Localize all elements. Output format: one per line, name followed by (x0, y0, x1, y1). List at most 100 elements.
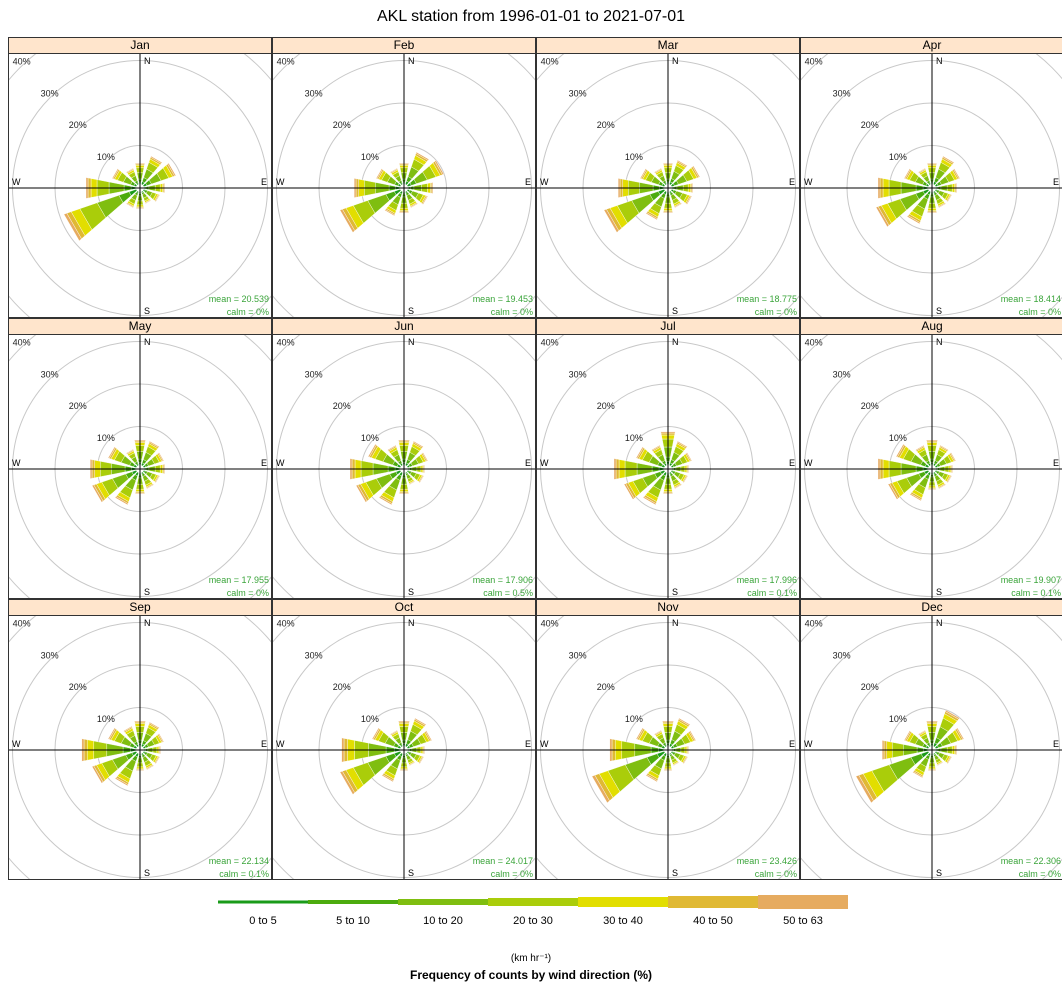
petal-segment (692, 165, 701, 178)
petal-segment (635, 446, 644, 459)
cardinal-label: S (936, 868, 942, 878)
ring-label: 30% (305, 88, 323, 98)
panel-calm: calm = 0% (491, 307, 533, 317)
petal-segment (389, 729, 398, 735)
ring-label: 40% (805, 56, 823, 66)
petal-segment (155, 194, 161, 203)
panel-mean: mean = 17.996 (737, 575, 797, 585)
ring-label: 10% (625, 433, 643, 443)
panel-month-label: Aug (801, 319, 1062, 335)
petal-segment (155, 475, 161, 484)
ring-label: 20% (597, 120, 615, 130)
ring-label: 30% (833, 369, 851, 379)
petal-segment (942, 155, 955, 164)
ring-label: 20% (69, 682, 87, 692)
petal-segment (683, 756, 689, 765)
legend-swatch (668, 896, 758, 908)
petal-segment (912, 771, 923, 779)
legend-label: 30 to 40 (603, 915, 643, 927)
legend-label: 10 to 20 (423, 915, 463, 927)
petal-segment (645, 774, 658, 783)
ring-label: 30% (569, 88, 587, 98)
petal-segment (938, 203, 947, 209)
chart-title: AKL station from 1996-01-01 to 2021-07-0… (376, 8, 686, 25)
petal-segment (123, 725, 133, 732)
petal-segment (355, 484, 368, 503)
petal-segment (381, 774, 394, 783)
ring-label: 40% (13, 337, 31, 347)
petal-segment (938, 484, 947, 490)
legend-label: 50 to 63 (783, 915, 823, 927)
ring-label: 10% (889, 433, 907, 443)
ring-label: 40% (277, 56, 295, 66)
ring-label: 30% (41, 88, 59, 98)
cardinal-label: N (936, 618, 943, 628)
petal-segment (947, 475, 953, 484)
cardinal-label: S (144, 306, 150, 316)
ring-label: 10% (625, 152, 643, 162)
cardinal-label: S (144, 587, 150, 597)
cardinal-label: W (12, 177, 21, 187)
ring-label: 40% (13, 618, 31, 628)
panel-calm: calm = 0.1% (1011, 588, 1061, 598)
petal-segment (146, 765, 155, 771)
panel-month-label: Dec (801, 600, 1062, 616)
panel-mean: mean = 24.017 (473, 856, 533, 866)
petal-segment (939, 444, 949, 451)
petal-segment (953, 168, 961, 179)
legend-label: 5 to 10 (336, 915, 370, 927)
ring-label: 10% (889, 152, 907, 162)
legend-swatch (488, 898, 578, 906)
ring-label: 40% (13, 56, 31, 66)
cardinal-label: E (525, 458, 531, 468)
panel-calm: calm = 0% (1019, 307, 1061, 317)
petal-segment (422, 195, 429, 205)
ring-label: 10% (361, 714, 379, 724)
petal-segment (950, 452, 957, 462)
ring-label: 30% (41, 650, 59, 660)
petal-segment (674, 484, 683, 490)
petal-segment (125, 448, 134, 454)
cardinal-label: S (672, 306, 678, 316)
petal-segment (425, 730, 433, 741)
cardinal-label: N (936, 56, 943, 66)
cardinal-label: W (540, 739, 549, 749)
petal-segment (375, 168, 383, 179)
cardinal-label: W (276, 458, 285, 468)
cardinal-label: S (672, 868, 678, 878)
legend-color-bar (218, 895, 848, 909)
petal-segment (158, 452, 165, 462)
cardinal-label: W (540, 458, 549, 468)
petal-segment (956, 727, 965, 740)
petal-segment (409, 762, 416, 767)
ring-label: 40% (541, 56, 559, 66)
ring-label: 10% (97, 433, 115, 443)
petal-segment (674, 203, 683, 209)
petal-segment (387, 444, 397, 451)
petal-segment (367, 443, 377, 458)
cardinal-label: E (261, 739, 267, 749)
petal-segment (887, 483, 899, 500)
petal-segment (915, 444, 925, 451)
ring-label: 20% (861, 120, 879, 130)
panel-month-label: Sep (9, 600, 271, 616)
cardinal-label: E (525, 177, 531, 187)
cardinal-label: E (1053, 739, 1059, 749)
cardinal-label: E (525, 739, 531, 749)
ring-label: 20% (333, 682, 351, 692)
